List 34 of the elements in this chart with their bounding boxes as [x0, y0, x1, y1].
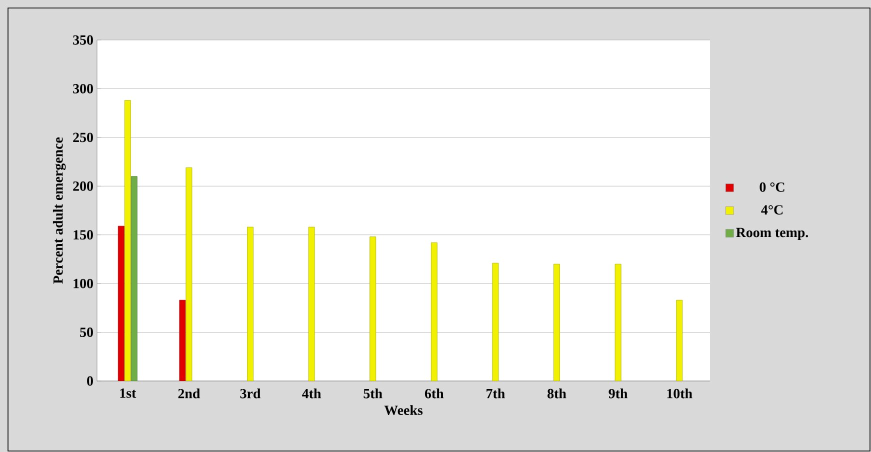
x-tick-label: 7th	[486, 388, 505, 398]
y-tick-label: 0	[87, 376, 93, 386]
x-tick-label: 1st	[120, 388, 136, 398]
x-axis-title: Weeks	[384, 405, 423, 416]
bar	[430, 242, 438, 381]
x-tick-label: 6th	[424, 388, 444, 398]
y-tick-label: 100	[74, 278, 93, 288]
x-tick-label: 3rd	[240, 388, 261, 398]
x-tick-label: 4th	[302, 388, 322, 398]
bar	[124, 100, 131, 381]
bar	[308, 226, 315, 381]
y-tick-label: 250	[73, 132, 93, 142]
bar	[247, 226, 254, 381]
x-tick-label: 8th	[548, 388, 566, 398]
bar	[554, 264, 560, 381]
bar	[370, 236, 376, 381]
bar	[118, 226, 124, 381]
y-axis-title: Percent adult emergence	[52, 137, 66, 284]
x-tick-label: 9th	[608, 388, 628, 398]
x-tick-label: 5th	[364, 388, 382, 398]
y-tick-label: 150	[74, 230, 93, 240]
y-tick-label: 200	[73, 181, 93, 191]
legend-label: 4°C	[761, 205, 783, 215]
bar	[614, 264, 622, 381]
bar	[676, 300, 683, 381]
x-tick-label: 10th	[667, 388, 692, 398]
y-tick-label: 50	[80, 328, 93, 337]
legend-label: 0 °C	[760, 182, 784, 192]
legend-label: Room temp.	[736, 228, 808, 240]
x-tick-label: 2nd	[178, 388, 200, 398]
y-tick-label: 300	[73, 84, 93, 94]
bar	[186, 167, 192, 381]
y-tick-label: 350	[73, 35, 93, 45]
bar	[492, 262, 499, 381]
